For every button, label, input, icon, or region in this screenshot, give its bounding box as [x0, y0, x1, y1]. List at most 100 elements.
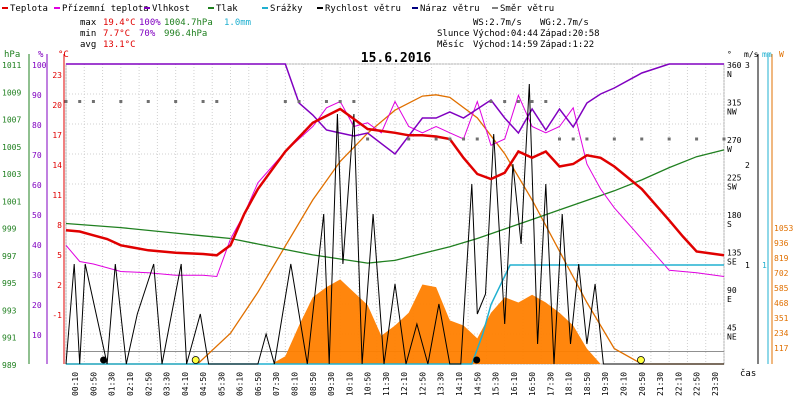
- axis-dir-tick: 90: [727, 286, 737, 295]
- legend-label: Srážky: [270, 4, 303, 14]
- moon-set: Západ:1:22: [540, 40, 594, 50]
- axis-x-tick: 16:10: [510, 372, 519, 396]
- wind-direction-point: [448, 137, 452, 141]
- axis-mm-tick: 1: [762, 261, 767, 270]
- axis-pct-unit: %: [38, 50, 44, 60]
- axis-x-tick: 12:50: [418, 372, 427, 396]
- axis-x-tick: 03:30: [163, 372, 172, 396]
- wind-direction-point: [640, 137, 644, 141]
- axis-x-tick: 06:50: [254, 372, 263, 396]
- axis-x-tick: 10:10: [345, 372, 354, 396]
- wind-direction-point: [407, 137, 411, 141]
- axis-dir-tick-label: N: [727, 70, 732, 79]
- axis-x-tick: 08:50: [309, 372, 318, 396]
- axis-x-tick: 22:50: [693, 372, 702, 396]
- axis-c-tick: 5: [57, 251, 62, 260]
- axis-x-tick: 23:30: [711, 372, 720, 396]
- legend-label: Směr větru: [500, 4, 554, 14]
- wind-direction-point: [516, 100, 520, 103]
- axis-c-tick: -1: [52, 311, 62, 320]
- wind-direction-point: [324, 100, 328, 103]
- axis-w-tick: 351: [774, 314, 789, 323]
- stat-min-press: 996.4hPa: [164, 29, 207, 39]
- stat-avg-label: avg: [80, 40, 96, 50]
- stat-min-temp: 7.7°C: [103, 29, 130, 39]
- axis-pct-tick: 100: [32, 61, 47, 70]
- axis-hpa-tick: 989: [2, 361, 17, 370]
- temperature-line: [65, 107, 725, 257]
- wind-ws: WS:2.7m/s: [473, 18, 522, 28]
- axis-x-tick: 14:50: [473, 372, 482, 396]
- axis-w-tick: 1053: [774, 224, 793, 233]
- axis-w-unit: W: [779, 50, 784, 59]
- legend-label: Rychlost větru: [325, 4, 401, 14]
- wind-wg: WG:2.7m/s: [540, 18, 589, 28]
- axis-hpa-tick: 1001: [2, 197, 21, 206]
- wind-direction-point: [201, 100, 205, 103]
- wind-direction-point: [174, 100, 178, 103]
- axis-hpa-tick: 1009: [2, 88, 21, 97]
- stat-max-label: max: [80, 18, 97, 28]
- solar-line: [66, 94, 724, 365]
- axis-x-tick: 02:10: [126, 372, 135, 396]
- wind-direction-point: [338, 100, 342, 103]
- axis-pct-tick: 60: [32, 181, 42, 190]
- axis-w-tick: 117: [774, 344, 789, 353]
- stat-max-rain: 1.0mm: [224, 18, 251, 28]
- axis-x-tick: 04:50: [199, 372, 208, 396]
- axis-ms-tick: 3: [745, 61, 750, 70]
- stat-min-label: min: [80, 29, 96, 39]
- axis-x-tick: 11:30: [382, 372, 391, 396]
- axis-dir-tick-label: W: [727, 145, 732, 154]
- axis-dir-tick-label: SE: [727, 258, 737, 267]
- legend-label: Teplota: [10, 4, 48, 14]
- wind-direction-point: [462, 137, 466, 141]
- axis-dir-tick-label: E: [727, 295, 732, 304]
- axis-hpa-tick: 1011: [2, 61, 21, 70]
- axis-x-tick: 19:30: [601, 372, 610, 396]
- axis-x-tick: 13:30: [437, 372, 446, 396]
- axis-dir-tick: 45: [727, 324, 737, 333]
- wind-direction-point: [612, 137, 616, 141]
- axis-ms-tick: 2: [745, 161, 750, 170]
- axis-dir-tick: 315: [727, 99, 742, 108]
- axis-pct-tick: 20: [32, 301, 42, 310]
- axis-hpa-tick: 999: [2, 225, 17, 234]
- axis-dir-tick: 360: [727, 61, 742, 70]
- wind-direction-point: [585, 137, 589, 141]
- axis-dir-tick-label: SW: [727, 183, 737, 192]
- axis-x-tick: 20:10: [619, 372, 628, 396]
- axis-x-tick: 08:10: [290, 372, 299, 396]
- axis-x-tick: 15:30: [492, 372, 501, 396]
- axis-x-tick: 16:50: [528, 372, 537, 396]
- axis-hpa-tick: 997: [2, 252, 17, 261]
- axis-x-tick: 20:50: [638, 372, 647, 396]
- axis-dir-tick-label: NW: [727, 108, 737, 117]
- axis-pct-tick: 30: [32, 271, 42, 280]
- legend-label: Tlak: [216, 4, 238, 14]
- wind-direction-point: [215, 100, 219, 103]
- axis-c-tick: 17: [52, 131, 62, 140]
- axis-x-tick: 09:30: [327, 372, 336, 396]
- humidity-line: [66, 63, 724, 156]
- sunset-marker: [637, 356, 645, 364]
- axis-w-tick: 234: [774, 329, 789, 338]
- axis-x-tick: 00:50: [89, 372, 98, 396]
- sun-set: Západ:20:58: [540, 29, 600, 39]
- axis-x-tick: 04:10: [181, 372, 190, 396]
- axis-pct-tick: 40: [32, 241, 42, 250]
- moon-label: Měsíc: [437, 40, 464, 50]
- wind-direction-point: [146, 100, 150, 103]
- legend-label: Náraz větru: [420, 4, 480, 14]
- axis-c-tick: 23: [52, 71, 62, 80]
- axis-hpa-tick: 1003: [2, 170, 21, 179]
- axis-pct-tick: 10: [32, 331, 42, 340]
- rain-line: [66, 264, 724, 365]
- wind-direction-point: [78, 100, 82, 103]
- axis-dir-tick: 225: [727, 174, 742, 183]
- axis-hpa-tick: 991: [2, 334, 17, 343]
- wind-direction-point: [544, 100, 548, 103]
- ground-temperature-line: [65, 93, 725, 278]
- axis-x-tick: 02:50: [144, 372, 153, 396]
- axis-x-tick: 18:10: [565, 372, 574, 396]
